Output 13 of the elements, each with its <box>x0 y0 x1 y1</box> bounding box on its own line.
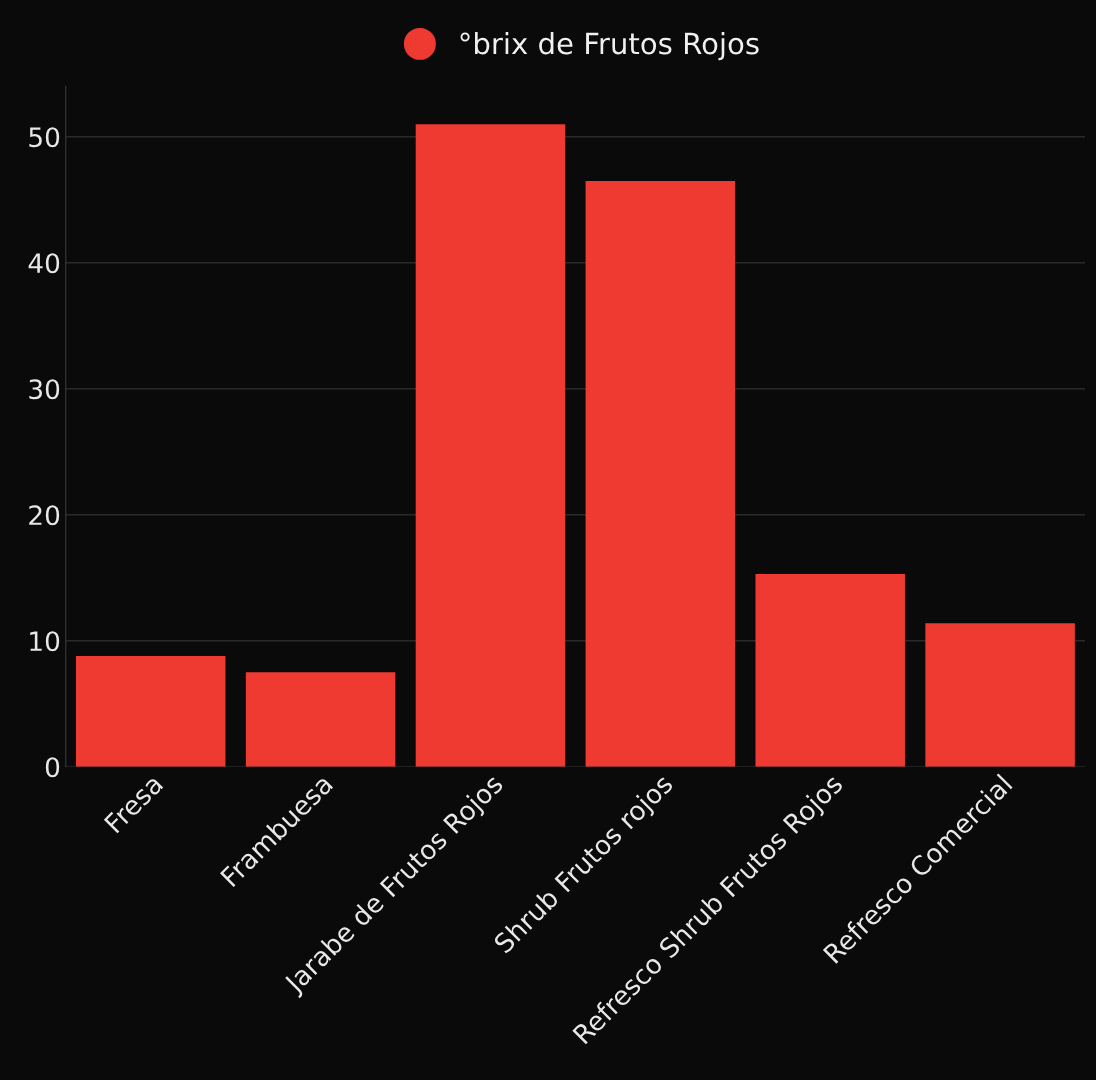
bar <box>925 623 1075 767</box>
bar <box>75 655 226 767</box>
bar <box>585 180 736 767</box>
y-tick-label: 30 <box>29 379 60 400</box>
legend-label: °brix de Frutos Rojos <box>460 31 759 61</box>
y-tick-label: 10 <box>30 631 60 652</box>
y-tick-label: 40 <box>28 253 60 274</box>
bar <box>415 124 566 767</box>
y-tick-label: 0 <box>45 757 60 778</box>
bar <box>245 672 396 767</box>
y-tick-label: 20 <box>29 505 60 526</box>
y-tick-label: 50 <box>29 127 60 148</box>
bar <box>755 574 905 767</box>
